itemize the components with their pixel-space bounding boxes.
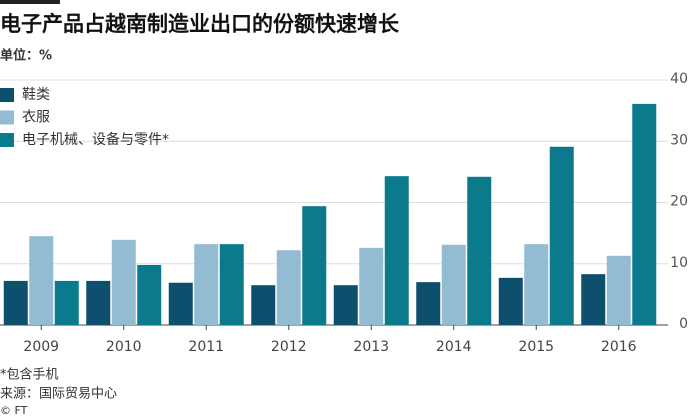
bar [359,247,384,325]
bar [498,277,523,325]
x-tick-label: 2013 [353,339,389,355]
bar [441,244,466,325]
y-tick-label: 30 [670,132,688,148]
x-tick-label: 2012 [271,339,307,355]
bar [416,282,441,325]
x-tick-label: 2015 [518,339,554,355]
bar [524,244,549,325]
bar [333,285,358,325]
brand-bar [0,0,60,4]
bar [276,250,301,325]
bar [137,264,162,325]
bar [168,282,193,325]
bar [111,239,136,325]
legend-swatch [0,110,14,125]
x-tick-label: 2010 [106,339,142,355]
bar [3,280,28,325]
bar [29,236,54,325]
credit: © FT [0,404,28,417]
bar [467,176,492,325]
x-tick-label: 2016 [601,339,637,355]
chart-title: 电子产品占越南制造业出口的份额快速增长 [0,12,400,36]
bar [549,146,574,325]
bar [219,244,244,325]
legend-swatch [0,88,14,102]
bar [632,103,657,325]
bar [251,285,276,325]
y-tick-label: 10 [670,255,688,271]
footnote: *包含手机 [0,367,59,383]
bar [606,255,631,325]
bar [581,274,606,325]
x-tick-label: 2014 [436,339,472,355]
bar [54,280,79,325]
bar [384,176,409,325]
x-tick-label: 2011 [188,339,224,355]
y-tick-label: 0 [679,316,688,332]
y-tick-label: 40 [670,71,688,87]
source: 来源：国际贸易中心 [0,387,117,402]
bar [302,206,327,325]
subtitle: 单位：% [0,48,52,64]
y-tick-label: 20 [670,194,688,210]
bar [86,280,111,325]
x-tick-label: 2009 [23,339,59,355]
legend-label: 衣服 [22,110,50,126]
legend-label: 鞋类 [22,87,50,103]
legend-label: 电子机械、设备与零件* [22,131,169,148]
bar [194,244,219,325]
legend-swatch [0,133,14,147]
